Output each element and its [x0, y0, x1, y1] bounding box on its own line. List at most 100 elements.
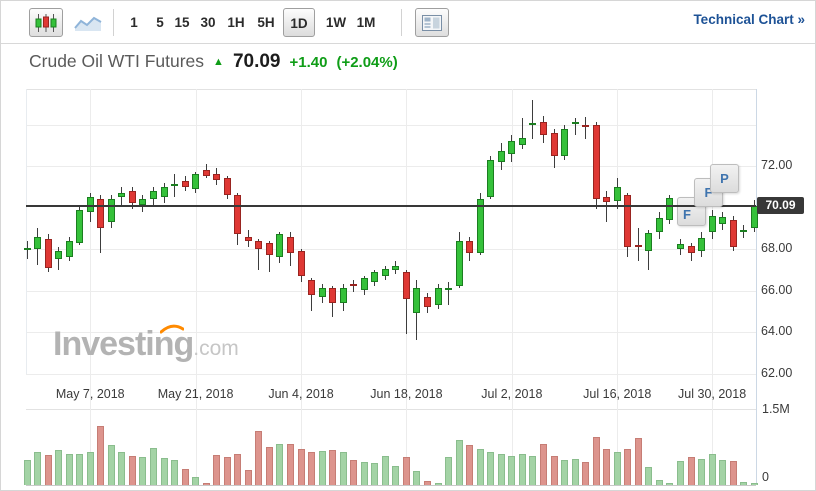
candle	[466, 240, 474, 254]
candle	[698, 237, 706, 252]
chevron-right-icon: »	[797, 12, 805, 27]
technical-chart-label: Technical Chart	[693, 12, 794, 27]
panel-layout-button[interactable]	[415, 8, 449, 37]
volume-axis-zero-label: 0	[762, 470, 769, 484]
timeframe-button-1[interactable]: 1	[130, 15, 138, 30]
candle	[339, 288, 347, 303]
candle	[487, 159, 495, 197]
candle	[571, 122, 579, 125]
volume-bar	[202, 482, 210, 485]
volume-bar	[729, 460, 737, 485]
volume-bar	[698, 458, 706, 485]
volume-bar	[571, 458, 579, 485]
candle-wick	[174, 174, 176, 198]
horizontal-gridline	[26, 249, 756, 250]
volume-bar	[107, 444, 115, 485]
volume-bar	[603, 448, 611, 485]
vertical-gridline	[712, 89, 714, 485]
candle	[202, 170, 210, 177]
last-price: 70.09	[232, 51, 281, 72]
volume-bar	[329, 449, 337, 485]
horizontal-gridline	[26, 166, 756, 167]
horizontal-gridline	[26, 373, 756, 375]
event-flag-marker[interactable]: P	[710, 164, 739, 193]
volume-bar	[86, 451, 94, 485]
volume-bar	[402, 457, 410, 485]
candlestick-icon	[35, 13, 57, 32]
candle	[592, 124, 600, 200]
technical-chart-link[interactable]: Technical Chart »	[693, 12, 805, 27]
candle	[192, 174, 200, 189]
volume-bar	[613, 451, 621, 485]
candle-wick	[268, 240, 270, 272]
candle-wick	[353, 280, 355, 293]
volume-bar	[645, 467, 653, 485]
volume-bar	[76, 453, 84, 485]
line-chart-icon	[74, 16, 102, 31]
vertical-gridline	[90, 89, 92, 485]
line-chart-button[interactable]	[71, 8, 105, 37]
volume-bar	[318, 450, 326, 485]
volume-bar	[55, 449, 63, 485]
candle	[529, 123, 537, 126]
panel-layout-icon	[422, 14, 442, 31]
candle	[65, 240, 73, 258]
volume-bar	[181, 468, 189, 485]
volume-bar	[539, 443, 547, 485]
candle	[708, 215, 716, 233]
candle	[55, 251, 63, 260]
vertical-gridline	[511, 89, 513, 485]
plot-top-border	[26, 89, 756, 90]
date-axis-label: Jun 18, 2018	[370, 387, 443, 401]
candle-wick	[311, 278, 313, 312]
candle-wick	[585, 117, 587, 139]
volume-bar	[445, 457, 453, 485]
timeframe-button-1W[interactable]: 1W	[325, 15, 347, 30]
candlestick-chart-button[interactable]	[29, 8, 63, 37]
toolbar-separator	[113, 9, 114, 36]
timeframe-button-1M[interactable]: 1M	[356, 15, 376, 30]
vertical-gridline	[617, 89, 619, 485]
candle	[539, 122, 547, 135]
volume-bar	[719, 459, 727, 485]
timeframe-button-5[interactable]: 5	[156, 15, 164, 30]
volume-bar	[466, 444, 474, 485]
volume-axis-max-label: 1.5M	[762, 402, 790, 416]
timeframe-button-30[interactable]: 30	[200, 15, 216, 30]
date-axis-label: Jul 16, 2018	[583, 387, 652, 401]
candle	[234, 195, 242, 235]
current-price-tag: 70.09	[757, 197, 804, 214]
timeframe-button-1H[interactable]: 1H	[227, 15, 245, 30]
horizontal-gridline	[26, 124, 756, 126]
timeframe-button-15[interactable]: 15	[174, 15, 190, 30]
volume-bar	[476, 448, 484, 485]
date-axis-label: Jul 30, 2018	[678, 387, 747, 401]
timeframe-button-1D[interactable]: 1D	[283, 8, 315, 37]
candle-wick	[521, 118, 523, 150]
volume-bar	[244, 469, 252, 485]
plot-left-border	[26, 89, 27, 374]
volume-bar	[223, 457, 231, 485]
candle	[23, 247, 31, 250]
price-axis-label: 62.00	[761, 365, 793, 380]
candle	[350, 284, 358, 287]
volume-bar	[23, 459, 31, 485]
candle	[582, 124, 590, 127]
timeframe-button-5H[interactable]: 5H	[257, 15, 275, 30]
volume-pane-top-border	[26, 409, 756, 410]
candle	[655, 217, 663, 233]
volume-bar	[234, 453, 242, 485]
volume-bar	[655, 479, 663, 485]
instrument-header: Crude Oil WTI Futures ▲ 70.09 +1.40 (+2.…	[29, 51, 398, 73]
candle	[181, 180, 189, 187]
instrument-title: Crude Oil WTI Futures	[29, 51, 205, 71]
date-axis-label: May 7, 2018	[55, 387, 125, 401]
candle-wick	[574, 118, 576, 135]
volume-bar	[413, 470, 421, 485]
volume-bar	[624, 448, 632, 485]
volume-bar	[213, 454, 221, 485]
candle	[318, 288, 326, 297]
volume-bar	[582, 462, 590, 485]
volume-bar	[118, 451, 126, 485]
